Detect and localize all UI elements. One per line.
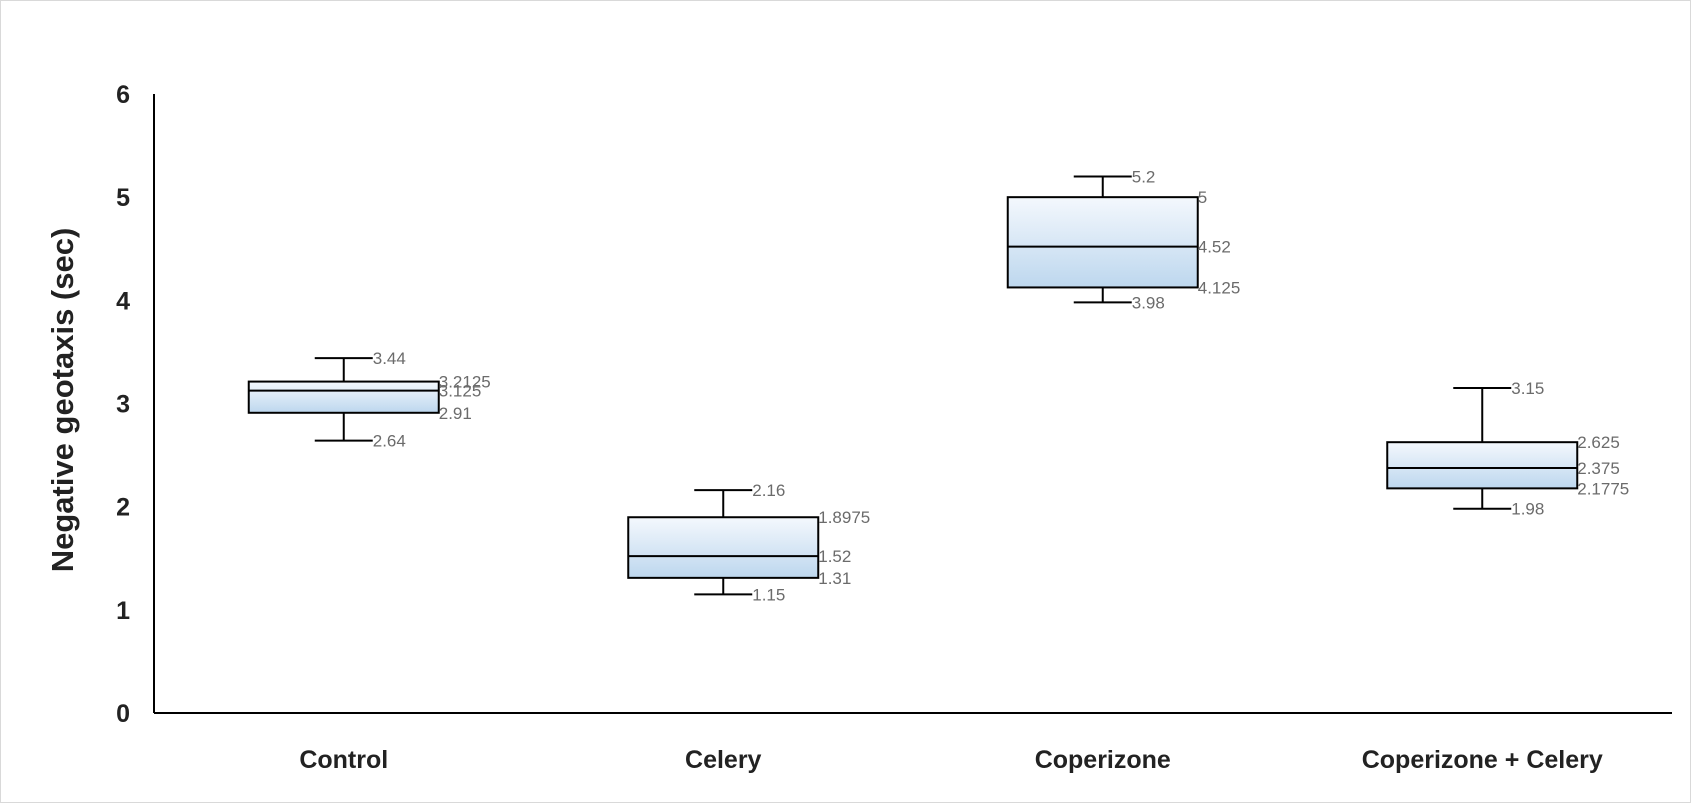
box-iqr [247, 380, 440, 414]
data-label-min: 1.98 [1511, 500, 1544, 519]
box-group: 5.2 3.98 5 4.52 4.125 [1006, 168, 1241, 312]
data-label-q1: 2.1775 [1577, 479, 1629, 498]
x-category-label: Coperizone + Celery [1362, 746, 1603, 774]
data-label-min: 1.15 [752, 585, 785, 604]
data-label-max: 3.15 [1511, 379, 1544, 398]
data-label-q1: 2.91 [439, 404, 472, 423]
y-tick-label: 1 [116, 597, 130, 625]
box-iqr [627, 516, 820, 579]
data-label-q3: 3.2125 [439, 373, 491, 392]
x-category-label: Control [299, 746, 388, 774]
data-label-median: 4.52 [1198, 238, 1231, 257]
data-label-median: 3.125 [439, 382, 482, 401]
y-tick-label: 5 [116, 184, 130, 212]
data-label-q3: 5 [1198, 188, 1207, 207]
data-label-median: 1.52 [818, 547, 851, 566]
data-label-q3: 1.8975 [818, 508, 870, 527]
y-tick-label: 4 [116, 287, 130, 315]
data-label-median: 2.375 [1577, 459, 1620, 478]
y-tick-label: 2 [116, 494, 130, 522]
box-iqr [1386, 441, 1579, 490]
y-tick-label: 3 [116, 391, 130, 419]
axes-layer: 0 1 2 3 4 5 6 Control Celery Coperizone Coperizone… [116, 81, 1672, 774]
data-label-q3: 2.625 [1577, 433, 1620, 452]
data-label-max: 2.16 [752, 481, 785, 500]
x-category-label: Coperizone [1035, 746, 1171, 774]
box-iqr [1006, 196, 1199, 289]
data-label-q1: 4.125 [1198, 278, 1241, 297]
y-axis-label: Negative geotaxis (sec) [45, 228, 80, 573]
y-tick-label: 0 [116, 700, 130, 728]
x-category-label: Celery [685, 746, 762, 774]
data-label-min: 2.64 [373, 432, 406, 451]
box-group: 2.16 1.15 1.8975 1.52 1.31 [627, 481, 870, 604]
y-tick-label: 6 [116, 81, 130, 109]
data-label-max: 3.44 [373, 349, 406, 368]
data-label-max: 5.2 [1132, 168, 1156, 187]
data-label-q1: 1.31 [818, 569, 851, 588]
data-label-min: 3.98 [1132, 293, 1165, 312]
